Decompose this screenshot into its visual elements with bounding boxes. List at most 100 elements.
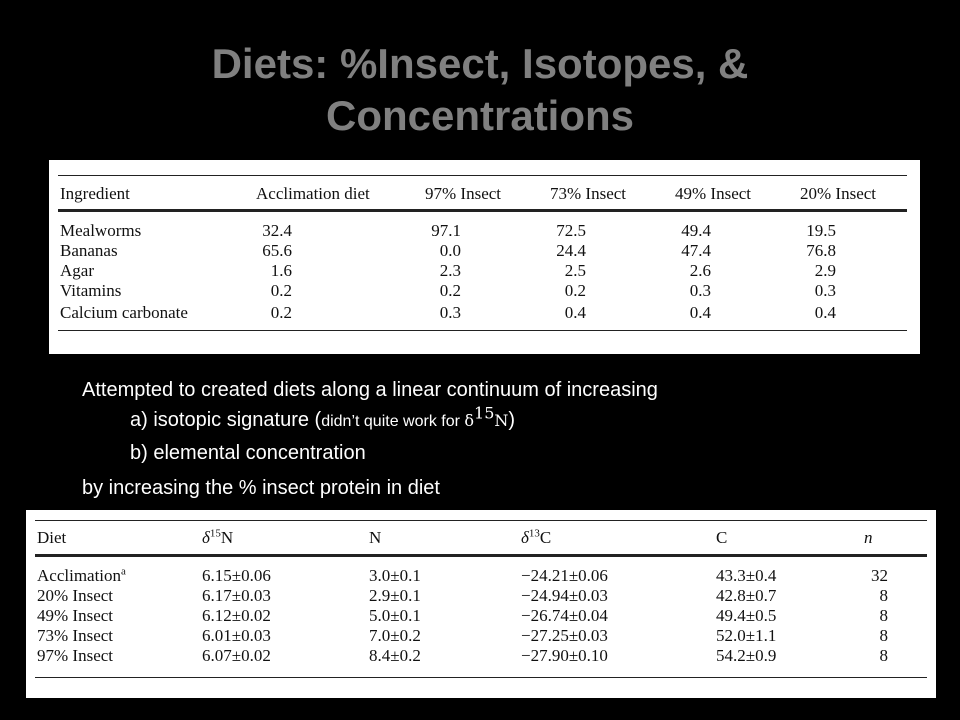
header-n: N (369, 528, 382, 547)
cell-49: 47.4 (681, 241, 711, 260)
isotope-superscript: 13 (528, 527, 540, 540)
note-line-4: by increasing the % insect protein in di… (82, 477, 440, 499)
cell-20: 19.5 (806, 221, 836, 240)
cell-73: 72.5 (556, 221, 586, 240)
cell-c: 54.2±0.9 (716, 646, 777, 665)
cell-d13c: −27.25±0.03 (521, 626, 608, 645)
cell-diet: 97% Insect (37, 646, 114, 665)
header-diet: Diet (37, 528, 67, 547)
cell-97: 0.0 (439, 241, 461, 260)
cell-acclimation: 65.6 (262, 241, 292, 260)
cell-d15n: 6.01±0.03 (202, 626, 271, 645)
slide-title-line-1: Diets: %Insect, Isotopes, & (211, 40, 749, 87)
cell-d15n: 6.17±0.03 (202, 586, 271, 605)
cell-20: 0.4 (814, 303, 836, 322)
cell-49: 0.4 (689, 303, 711, 322)
cell-count: 8 (879, 646, 889, 665)
cell-d13c: −27.90±0.10 (521, 646, 608, 665)
header-97-insect: 97% Insect (425, 184, 502, 203)
cell-d13c: −24.21±0.06 (521, 566, 608, 585)
note-line-1: Attempted to created diets along a linea… (82, 379, 658, 401)
cell-ingredient: Calcium carbonate (60, 303, 188, 322)
cell-d15n: 6.07±0.02 (202, 646, 271, 665)
cell-count: 8 (879, 606, 889, 625)
isotope-table: Diet δ15N N δ13C C n Acclimationa 6.15±0… (26, 510, 936, 698)
header-20-insect: 20% Insect (800, 184, 877, 203)
cell-ingredient: Agar (60, 261, 94, 280)
slide-title-line-2: Concentrations (325, 92, 635, 139)
cell-c: 49.4±0.5 (716, 606, 777, 625)
cell-acclimation: 0.2 (270, 281, 292, 300)
cell-c: 52.0±1.1 (716, 626, 777, 645)
isotope-superscript: 15 (209, 527, 221, 540)
cell-acclimation: 0.2 (270, 303, 292, 322)
cell-d13c: −26.74±0.04 (521, 606, 608, 625)
cell-count: 8 (879, 586, 889, 605)
cell-acclimation: 32.4 (262, 221, 292, 240)
note-line-2-caveat: didn’t quite work for (321, 413, 465, 430)
cell-73: 0.4 (564, 303, 586, 322)
cell-n: 3.0±0.1 (369, 566, 421, 585)
cell-73: 24.4 (556, 241, 586, 260)
table-top-rule (58, 175, 907, 176)
header-count: n (864, 528, 873, 547)
header-c: C (716, 528, 728, 547)
cell-97: 97.1 (431, 221, 461, 240)
cell-ingredient: Mealworms (60, 221, 142, 240)
cell-count: 32 (871, 566, 888, 585)
note-line-2-suffix: ) (508, 409, 516, 431)
cell-97: 0.3 (439, 303, 461, 322)
cell-diet: 49% Insect (37, 606, 114, 625)
cell-c: 43.3±0.4 (716, 566, 777, 585)
cell-d15n: 6.15±0.06 (202, 566, 271, 585)
cell-acclimation: 1.6 (270, 261, 292, 280)
header-ingredient: Ingredient (60, 184, 130, 203)
note-line-3: b) elemental concentration (130, 442, 366, 464)
cell-ingredient: Vitamins (60, 281, 122, 300)
cell-ingredient: Bananas (60, 241, 118, 260)
footnote-marker: a (121, 565, 126, 578)
delta-symbol: δ (464, 411, 475, 430)
cell-n: 2.9±0.1 (369, 586, 421, 605)
note-line-2: a) isotopic signature (didn’t quite work… (130, 405, 516, 434)
slide-title: Diets: %Insect, Isotopes, & Concentratio… (0, 38, 960, 142)
delta-symbol: δ (521, 528, 529, 547)
cell-49: 49.4 (681, 221, 711, 240)
table-bottom-rule (58, 330, 907, 331)
cell-n: 5.0±0.1 (369, 606, 421, 625)
element-symbol: C (539, 528, 552, 547)
table-top-rule (35, 520, 927, 521)
cell-diet: Acclimationa (37, 566, 126, 586)
cell-diet: 73% Insect (37, 626, 114, 645)
cell-c: 42.8±0.7 (716, 586, 777, 605)
cell-n: 7.0±0.2 (369, 626, 421, 645)
cell-20: 2.9 (814, 261, 836, 280)
cell-diet: 20% Insect (37, 586, 114, 605)
cell-count: 8 (879, 626, 889, 645)
element-symbol: N (220, 528, 234, 547)
delta-symbol: δ (202, 528, 210, 547)
cell-d15n: 6.12±0.02 (202, 606, 271, 625)
cell-49: 0.3 (689, 281, 711, 300)
header-49-insect: 49% Insect (675, 184, 752, 203)
cell-97: 0.2 (439, 281, 461, 300)
cell-49: 2.6 (689, 261, 711, 280)
header-d15n: δ15N (202, 528, 233, 548)
cell-20: 76.8 (806, 241, 836, 260)
header-73-insect: 73% Insect (550, 184, 627, 203)
table-bottom-rule (35, 677, 927, 678)
cell-73: 2.5 (564, 261, 586, 280)
note-line-2-prefix: a) isotopic signature ( (130, 409, 322, 431)
isotope-superscript: 15 (474, 403, 495, 423)
cell-97: 2.3 (439, 261, 461, 280)
header-acclimation-diet: Acclimation diet (256, 184, 370, 203)
cell-73: 0.2 (564, 281, 586, 300)
cell-20: 0.3 (814, 281, 836, 300)
ingredients-table: Ingredient Acclimation diet 97% Insect 7… (49, 160, 920, 354)
cell-n: 8.4±0.2 (369, 646, 421, 665)
header-d13c: δ13C (521, 528, 551, 548)
table-header-rule (58, 209, 907, 212)
element-symbol: N (494, 411, 509, 430)
diet-name: Acclimation (37, 566, 122, 585)
table-header-rule (35, 554, 927, 557)
